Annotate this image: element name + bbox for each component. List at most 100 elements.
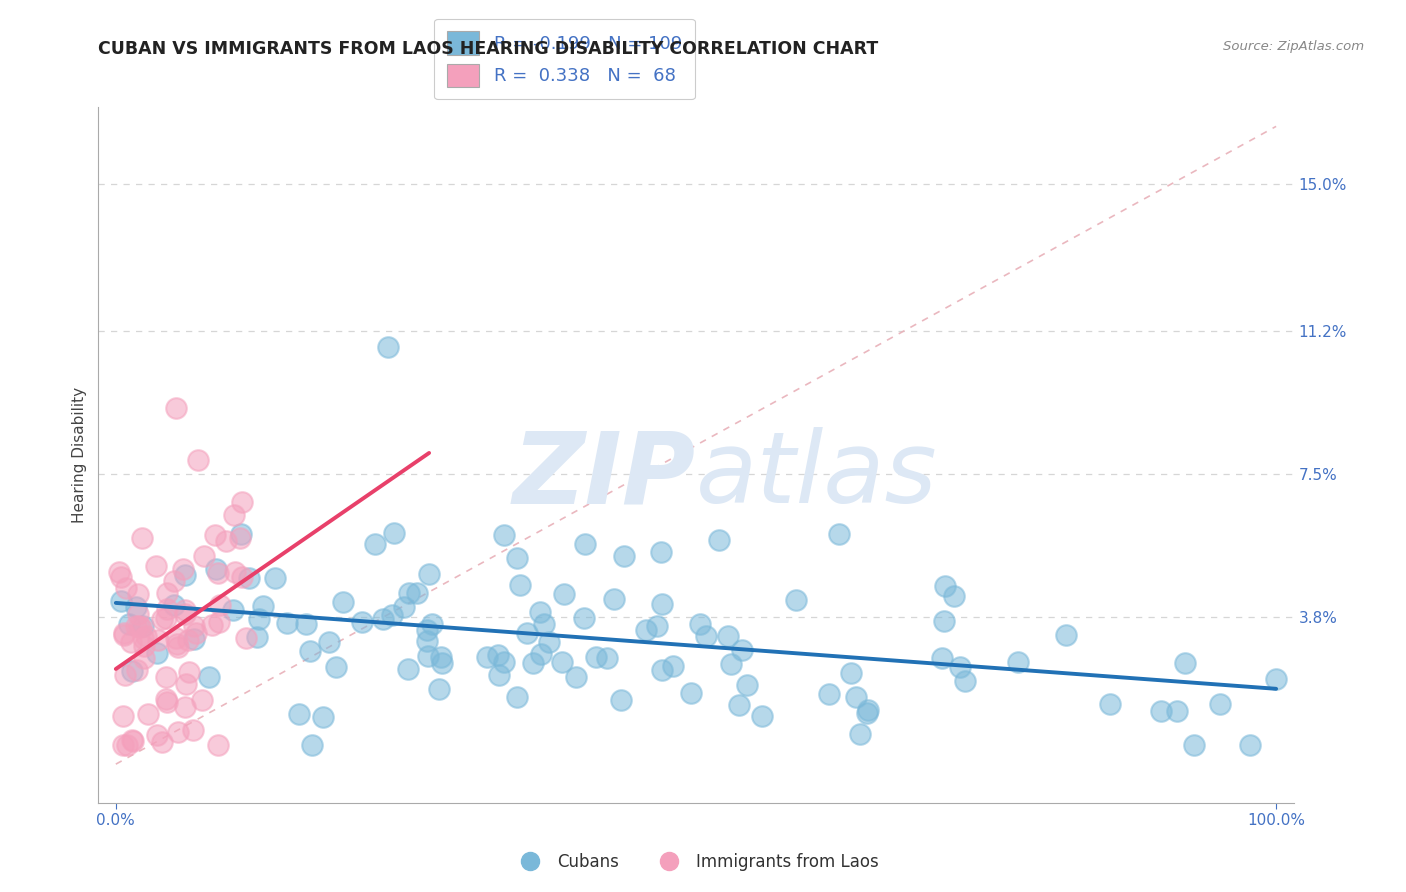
Point [247, 612, 270, 626]
Point [264, 571, 287, 585]
Point [396, 662, 419, 676]
Point [856, 703, 879, 717]
Point [1166, 704, 1188, 718]
Point [529, 605, 551, 619]
Point [301, 738, 323, 752]
Point [634, 623, 657, 637]
Point [538, 635, 561, 649]
Point [318, 635, 340, 649]
Point [492, 527, 515, 541]
Point [849, 727, 872, 741]
Point [689, 616, 711, 631]
Point [163, 599, 186, 613]
Point [585, 649, 607, 664]
Point [108, 565, 131, 579]
Point [229, 531, 252, 545]
Point [204, 528, 226, 542]
Point [1182, 738, 1205, 752]
Point [187, 452, 209, 467]
Point [121, 664, 143, 678]
Y-axis label: Hearing Disability: Hearing Disability [72, 387, 87, 523]
Point [207, 566, 229, 581]
Point [238, 570, 260, 584]
Point [235, 631, 257, 645]
Point [645, 619, 668, 633]
Point [1099, 697, 1122, 711]
Point [138, 707, 160, 722]
Point [183, 619, 205, 633]
Point [150, 735, 173, 749]
Point [190, 693, 212, 707]
Point [574, 537, 596, 551]
Point [276, 615, 298, 630]
Point [596, 651, 619, 665]
Point [145, 558, 167, 573]
Point [312, 710, 335, 724]
Point [695, 629, 717, 643]
Point [299, 643, 322, 657]
Point [574, 611, 596, 625]
Point [127, 607, 149, 621]
Point [166, 640, 188, 655]
Point [246, 630, 269, 644]
Point [201, 618, 224, 632]
Point [1174, 656, 1197, 670]
Point [174, 567, 197, 582]
Point [167, 725, 190, 739]
Point [429, 649, 451, 664]
Point [128, 619, 150, 633]
Point [173, 607, 195, 621]
Point [662, 659, 685, 673]
Point [184, 625, 207, 640]
Point [651, 597, 673, 611]
Point [377, 340, 399, 354]
Point [111, 738, 134, 752]
Point [252, 599, 274, 613]
Point [720, 657, 742, 671]
Point [150, 612, 173, 626]
Point [193, 549, 215, 564]
Point [735, 678, 758, 692]
Point [110, 570, 132, 584]
Point [681, 686, 703, 700]
Point [112, 709, 135, 723]
Point [551, 655, 574, 669]
Point [177, 665, 200, 680]
Point [406, 586, 429, 600]
Point [231, 494, 253, 508]
Point [943, 589, 966, 603]
Point [325, 660, 347, 674]
Point [1007, 655, 1029, 669]
Point [114, 582, 136, 596]
Point [288, 706, 311, 721]
Text: atlas: atlas [696, 427, 938, 524]
Point [177, 633, 200, 648]
Point [533, 616, 555, 631]
Point [125, 663, 148, 677]
Point [129, 620, 152, 634]
Point [222, 603, 245, 617]
Point [163, 574, 186, 588]
Point [817, 688, 839, 702]
Legend: Cubans, Immigrants from Laos: Cubans, Immigrants from Laos [508, 847, 884, 878]
Point [1150, 704, 1173, 718]
Point [132, 618, 155, 632]
Point [430, 656, 453, 670]
Point [146, 646, 169, 660]
Point [174, 677, 197, 691]
Point [506, 550, 529, 565]
Point [156, 586, 179, 600]
Point [373, 612, 395, 626]
Point [477, 650, 499, 665]
Point [110, 594, 132, 608]
Point [506, 690, 529, 704]
Point [350, 615, 373, 630]
Point [845, 690, 868, 704]
Point [294, 616, 316, 631]
Point [509, 578, 531, 592]
Text: ZIP: ZIP [513, 427, 696, 524]
Point [1209, 697, 1232, 711]
Point [325, 0, 347, 6]
Point [382, 525, 405, 540]
Point [224, 565, 246, 579]
